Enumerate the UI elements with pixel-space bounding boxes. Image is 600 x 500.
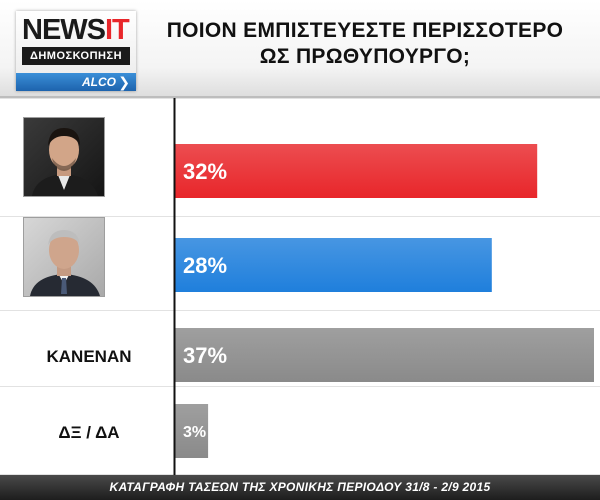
bar-value-label-2: 37% (183, 343, 227, 368)
newsit-logo: NEWSIT ΔΗΜΟΣΚΟΠΗΣΗ ALCO ❯ (16, 11, 136, 91)
portrait-photo-2 (23, 217, 105, 297)
bar-1 (174, 238, 492, 292)
bar-value-label-1: 28% (183, 253, 227, 278)
logo-it-text: IT (105, 14, 130, 46)
footer-caption: ΚΑΤΑΓΡΑΦΗ ΤΑΣΕΩΝ ΤΗΣ ΧΡΟΝΙΚΗΣ ΠΕΡΙΟΔΟΥ 3… (0, 475, 600, 500)
logo-pollster: ALCO (82, 75, 116, 89)
header: NEWSIT ΔΗΜΟΣΚΟΠΗΣΗ ALCO ❯ ΠΟΙΟΝ ΕΜΠΙΣΤΕΥ… (0, 0, 600, 98)
chart-area: 32% 28% 37% 3% (0, 98, 600, 475)
logo-subtitle: ΔΗΜΟΣΚΟΠΗΣΗ (22, 47, 130, 65)
logo-wordmark: NEWSIT (22, 15, 130, 45)
title-line-2: ΩΣ ΠΡΩΘΥΠΟΥΡΓΟ; (259, 45, 471, 68)
bar-chart: 32% 28% 37% 3% (0, 98, 600, 475)
bar-0 (174, 144, 538, 198)
logo-news-text: NEWS (22, 14, 106, 46)
page-title: ΠΟΙΟΝ ΕΜΠΙΣΤΕΥΕΣΤΕ ΠΕΡΙΣΣΟΤΕΡΟ ΩΣ ΠΡΩΘΥΠ… (140, 18, 590, 70)
bar-3 (174, 404, 209, 458)
bar-2 (174, 328, 594, 382)
title-line-1: ΠΟΙΟΝ ΕΜΠΙΣΤΕΥΕΣΤΕ ΠΕΡΙΣΣΟΤΕΡΟ (166, 19, 564, 42)
chevron-right-icon: ❯ (118, 74, 130, 90)
bar-value-label-0: 32% (183, 159, 227, 184)
portrait-photo-1 (23, 117, 105, 197)
category-label-none: ΚΑΝΕΝΑΝ (46, 347, 132, 366)
logo-pollster-bar: ALCO ❯ (16, 73, 136, 91)
category-label-dk-na: ΔΞ / ΔΑ (58, 423, 120, 442)
bar-value-label-3: 3% (183, 424, 206, 441)
